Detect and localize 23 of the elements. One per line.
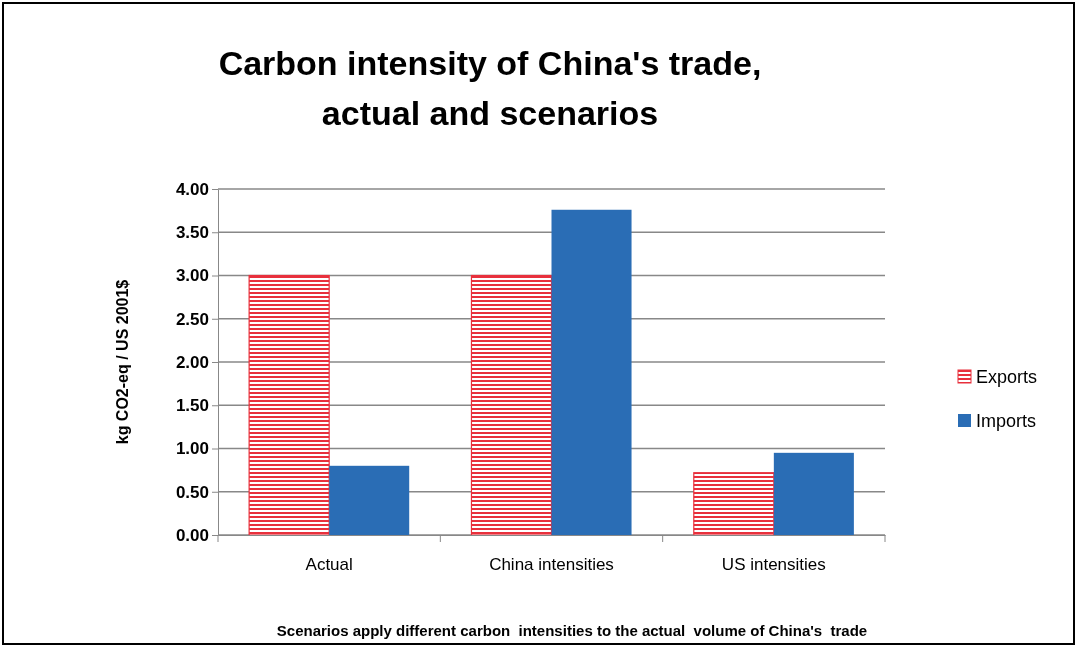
y-tick-label: 4.00 [175, 179, 209, 199]
bar [693, 472, 775, 536]
y-tick-label: 0.00 [175, 525, 209, 545]
x-tick-label: US intensities [721, 555, 826, 575]
legend-label: Imports [976, 411, 1037, 431]
bar [248, 274, 330, 536]
chart-title: Carbon intensity of China's trade, actual and scenarios [218, 44, 762, 132]
y-tick-label: 2.50 [175, 309, 209, 329]
y-tick-label: 1.50 [175, 396, 209, 416]
bar [773, 452, 854, 535]
bar [551, 209, 632, 535]
x-axis-title: Scenarios apply different carbon intensities to the actual volume of China's trade [276, 622, 868, 639]
legend-label: Exports [976, 367, 1038, 387]
bar [470, 274, 553, 536]
bar [329, 465, 410, 535]
y-tick-label: 3.00 [175, 266, 209, 286]
y-tick-label: 0.50 [175, 482, 209, 502]
x-tick-label: China intensities [489, 555, 614, 575]
y-axis-title: kg CO2-eq / US 2001$ [114, 279, 131, 445]
x-tick-label: Actual [305, 555, 353, 575]
y-tick-label: 3.50 [175, 223, 209, 243]
y-tick-label: 2.00 [175, 352, 209, 372]
y-tick-label: 1.00 [175, 439, 209, 459]
